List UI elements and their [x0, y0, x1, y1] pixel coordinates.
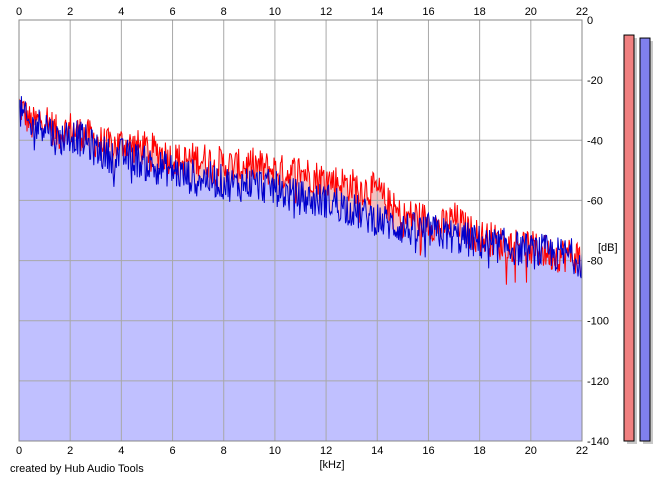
y-tick-label: -100	[587, 316, 609, 328]
x-tick-label: 8	[221, 6, 227, 18]
right-channel-fill	[19, 96, 582, 441]
y-tick-label: -60	[587, 195, 603, 207]
x-tick-label: 10	[269, 6, 281, 18]
y-tick-label: -80	[587, 256, 603, 268]
x-tick-label: 2	[67, 6, 73, 18]
x-tick-labels-bottom: 0 2 4 6 8 10 12 14 16 18 20 22	[16, 445, 588, 457]
y-tick-label: -40	[587, 135, 603, 147]
level-meter-right	[639, 37, 651, 442]
x-tick-label: 4	[118, 6, 124, 18]
y-tick-label: -140	[587, 436, 609, 448]
x-tick-label: 8	[221, 445, 227, 457]
x-tick-label: 16	[422, 6, 434, 18]
x-tick-label: 2	[67, 445, 73, 457]
x-tick-label: 18	[474, 445, 486, 457]
x-tick-label: 18	[474, 6, 486, 18]
level-meter-left	[623, 34, 635, 442]
x-tick-label: 6	[169, 445, 175, 457]
x-tick-label: 20	[525, 445, 537, 457]
plot-frame	[18, 19, 583, 442]
x-tick-labels-top: 0 2 4 6 8 10 12 14 16 18 20 22	[16, 6, 588, 18]
x-tick-label: 22	[576, 445, 588, 457]
x-tick-label: 4	[118, 445, 124, 457]
x-tick-label: 14	[371, 6, 383, 18]
credit-text: created by Hub Audio Tools	[10, 463, 144, 475]
x-tick-label: 10	[269, 445, 281, 457]
x-tick-label: 6	[169, 6, 175, 18]
x-tick-label: 0	[16, 6, 22, 18]
y-tick-labels: 0 -20 -40 -60 -80 -100 -120 -140	[587, 15, 609, 448]
x-tick-label: 14	[371, 445, 383, 457]
y-tick-label: -20	[587, 75, 603, 87]
x-tick-label: 12	[320, 445, 332, 457]
level-meters	[623, 34, 653, 445]
x-tick-label: 16	[422, 445, 434, 457]
x-tick-label: 12	[320, 6, 332, 18]
x-tick-label: 22	[576, 6, 588, 18]
y-tick-label: 0	[587, 15, 593, 27]
x-tick-label: 20	[525, 6, 537, 18]
x-tick-label: 0	[16, 445, 22, 457]
y-tick-label: -120	[587, 376, 609, 388]
y-axis-label: [dB]	[598, 242, 618, 254]
right-channel-line	[18, 96, 583, 279]
x-axis-label: [kHz]	[319, 459, 344, 471]
